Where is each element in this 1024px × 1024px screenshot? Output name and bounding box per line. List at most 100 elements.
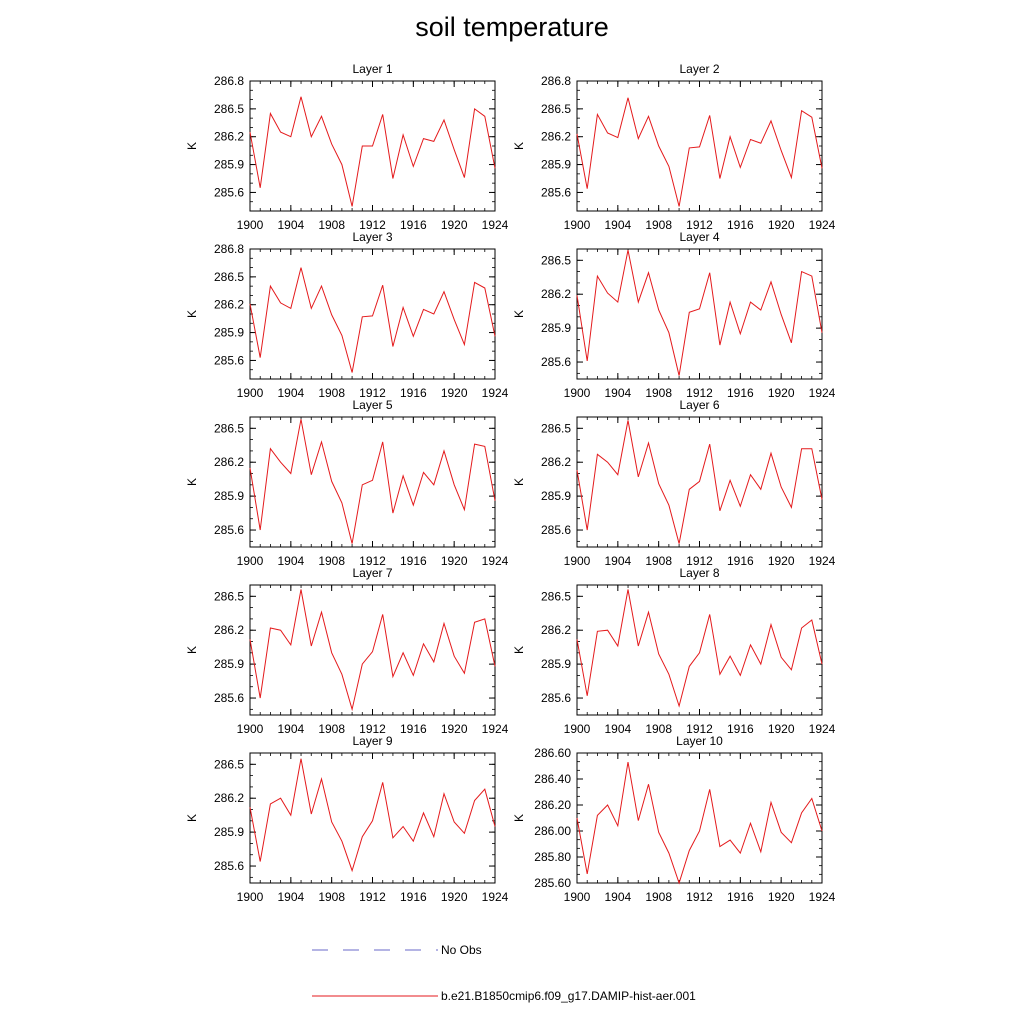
panel-3: Layer 3 1900 1904 1908 1912 1916 1920 1924 285.6…	[185, 230, 509, 400]
x-tick-label: 1900	[564, 554, 591, 568]
x-tick-label: 1904	[277, 386, 304, 400]
x-tick-label: 1920	[768, 890, 795, 904]
series-line	[576, 762, 823, 885]
y-tick-label: 285.9	[541, 158, 571, 172]
y-tick-label: 285.9	[214, 489, 244, 503]
x-tick-label: 1920	[768, 386, 795, 400]
x-tick-label: 1924	[809, 218, 836, 232]
x-tick-label: 1920	[441, 554, 468, 568]
x-tick-label: 1916	[400, 554, 427, 568]
y-tick-label: 286.2	[214, 298, 244, 312]
y-tick-label: 285.6	[541, 523, 571, 537]
panel-1: Layer 1 1900 1904 1908 1912 1916 1920 1924 285.6…	[185, 62, 509, 232]
y-tick-label: 285.9	[541, 489, 571, 503]
panel-9: Layer 9 1900 1904 1908 1912 1916 1920 1924 285.6…	[185, 734, 509, 904]
y-tick-label: 285.6	[541, 355, 571, 369]
x-tick-label: 1916	[727, 722, 754, 736]
panel-title: Layer 6	[679, 398, 719, 412]
y-tick-label: 286.5	[541, 253, 571, 267]
x-tick-label: 1924	[482, 386, 509, 400]
x-tick-label: 1924	[482, 218, 509, 232]
y-tick-label: 285.6	[214, 523, 244, 537]
x-tick-label: 1916	[727, 554, 754, 568]
y-tick-label: 286.2	[214, 455, 244, 469]
y-tick-label: 286.60	[534, 746, 571, 760]
y-tick-label: 286.5	[541, 421, 571, 435]
x-tick-label: 1908	[645, 722, 672, 736]
x-tick-label: 1908	[645, 554, 672, 568]
panel-title: Layer 8	[679, 566, 719, 580]
x-tick-label: 1900	[237, 554, 264, 568]
panel-2: Layer 2 1900 1904 1908 1912 1916 1920 1924 285.6…	[512, 62, 836, 232]
x-tick-label: 1908	[318, 722, 345, 736]
plot-frame	[249, 248, 496, 380]
y-axis-label: K	[512, 478, 526, 486]
y-axis-label: K	[185, 646, 199, 654]
x-tick-label: 1908	[645, 386, 672, 400]
x-tick-label: 1908	[318, 890, 345, 904]
y-tick-label: 286.8	[541, 74, 571, 88]
x-tick-label: 1900	[237, 218, 264, 232]
y-axis-label: K	[185, 310, 199, 318]
y-tick-label: 286.5	[541, 589, 571, 603]
x-tick-label: 1912	[359, 386, 386, 400]
x-tick-label: 1912	[359, 554, 386, 568]
x-tick-label: 1924	[482, 722, 509, 736]
y-tick-label: 285.9	[541, 321, 571, 335]
x-tick-label: 1900	[237, 890, 264, 904]
panel-title: Layer 3	[352, 230, 392, 244]
y-tick-label: 285.60	[534, 876, 571, 890]
y-axis-label: K	[185, 814, 199, 822]
x-tick-label: 1916	[727, 890, 754, 904]
x-tick-label: 1904	[604, 722, 631, 736]
x-tick-label: 1924	[482, 554, 509, 568]
x-tick-label: 1912	[359, 218, 386, 232]
legend-label-model: b.e21.B1850cmip6.f09_g17.DAMIP-hist-aer.…	[441, 989, 696, 1003]
x-tick-label: 1912	[359, 890, 386, 904]
panel-10: Layer 10 1900 1904 1908 1912 1916 1920 1924 285.…	[512, 734, 836, 904]
x-tick-label: 1904	[277, 554, 304, 568]
y-tick-label: 285.6	[541, 185, 571, 199]
x-tick-label: 1912	[686, 890, 713, 904]
y-axis-label: K	[512, 310, 526, 318]
series-line	[249, 758, 496, 873]
x-tick-label: 1912	[686, 218, 713, 232]
y-tick-label: 286.5	[541, 102, 571, 116]
x-tick-label: 1924	[809, 554, 836, 568]
x-tick-label: 1916	[400, 890, 427, 904]
panel-8: Layer 8 1900 1904 1908 1912 1916 1920 1924 285.6…	[512, 566, 836, 736]
series-line	[249, 267, 496, 373]
x-tick-label: 1916	[727, 218, 754, 232]
y-tick-label: 285.9	[214, 326, 244, 340]
x-tick-label: 1904	[604, 218, 631, 232]
y-tick-label: 285.9	[541, 657, 571, 671]
x-tick-label: 1920	[441, 218, 468, 232]
y-axis-label: K	[512, 814, 526, 822]
series-line	[249, 589, 496, 712]
panel-title: Layer 7	[352, 566, 392, 580]
y-tick-label: 285.6	[214, 185, 244, 199]
y-axis-label: K	[185, 142, 199, 150]
x-tick-label: 1912	[686, 722, 713, 736]
panel-title: Layer 5	[352, 398, 392, 412]
panel-7: Layer 7 1900 1904 1908 1912 1916 1920 1924 285.6…	[185, 566, 509, 736]
x-tick-label: 1912	[686, 386, 713, 400]
x-tick-label: 1908	[645, 218, 672, 232]
x-tick-label: 1916	[727, 386, 754, 400]
y-tick-label: 286.2	[214, 130, 244, 144]
plot-frame	[249, 752, 496, 884]
plot-frame	[249, 416, 496, 548]
y-tick-label: 285.9	[214, 158, 244, 172]
y-tick-label: 286.2	[541, 623, 571, 637]
y-tick-label: 286.5	[214, 589, 244, 603]
x-tick-label: 1908	[318, 554, 345, 568]
x-tick-label: 1924	[809, 722, 836, 736]
y-tick-label: 286.40	[534, 772, 571, 786]
y-tick-label: 285.6	[214, 353, 244, 367]
y-tick-label: 286.5	[214, 270, 244, 284]
panel-6: Layer 6 1900 1904 1908 1912 1916 1920 1924 285.6…	[512, 398, 836, 568]
series-line	[576, 97, 823, 207]
y-tick-label: 286.00	[534, 824, 571, 838]
